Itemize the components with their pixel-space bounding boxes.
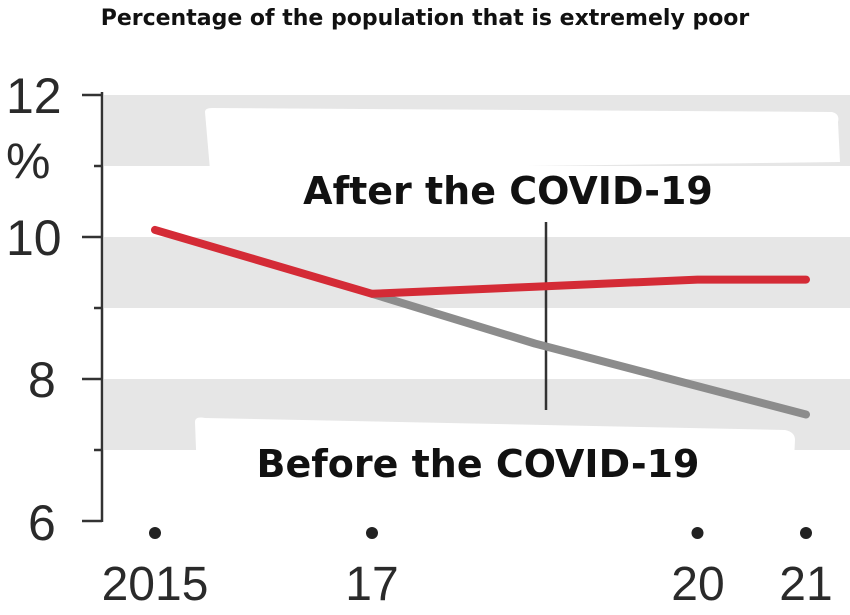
x-dot-17 — [366, 527, 378, 539]
after-label-box — [205, 108, 840, 170]
series-layer — [151, 225, 810, 419]
x-tick-label-21: 21 — [779, 558, 832, 611]
y-tick-label-8: 8 — [28, 352, 56, 408]
x-dot-2015 — [149, 527, 161, 539]
x-tick-label-17: 17 — [345, 558, 398, 611]
x-dot-21 — [800, 527, 812, 539]
x-tick-label-20: 20 — [671, 558, 724, 611]
series-line-before-the-covid-19 — [368, 289, 810, 419]
y-tick-label-6: 6 — [28, 495, 56, 551]
chart-title: Percentage of the population that is ext… — [100, 6, 750, 31]
x-axis-dots — [149, 527, 812, 539]
after-covid-label: After the COVID-19 — [303, 169, 713, 213]
y-unit-label: % — [6, 133, 50, 189]
before-covid-label: Before the COVID-19 — [257, 442, 700, 486]
y-tick-label-10: 10 — [6, 210, 62, 266]
x-tick-label-2015: 2015 — [102, 558, 209, 611]
x-dot-20 — [691, 527, 704, 539]
series-line-after-the-covid-19 — [151, 225, 810, 298]
y-tick-label-12: 12 — [6, 68, 62, 124]
before-label-box — [195, 417, 795, 502]
